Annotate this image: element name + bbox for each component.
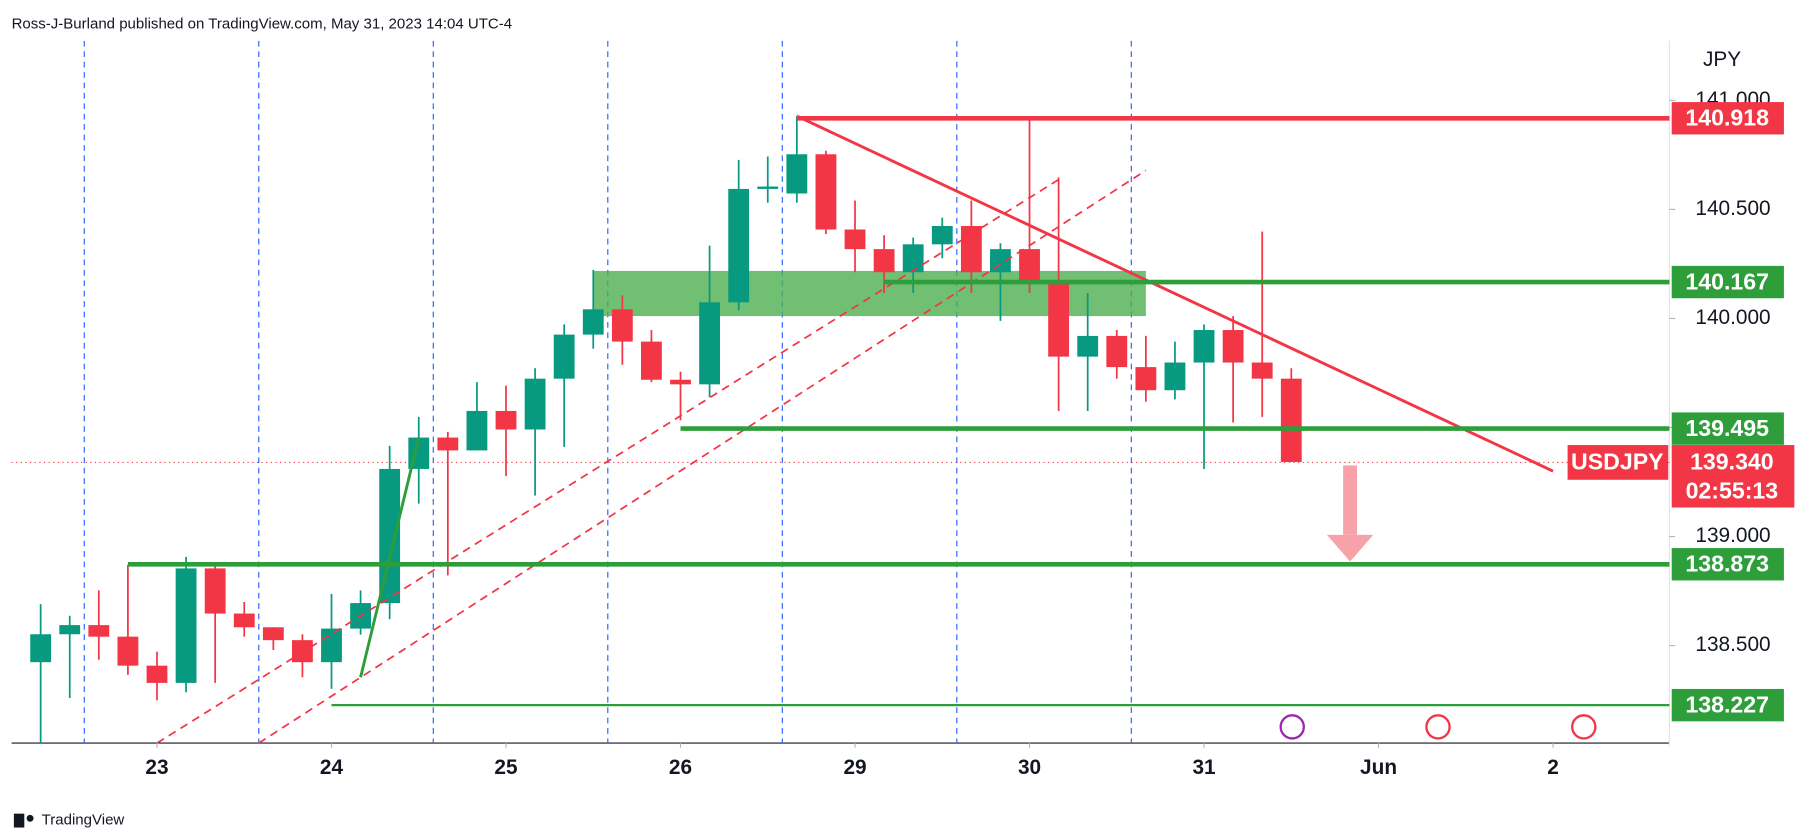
candle-body [1077, 335, 1099, 357]
candle-body [757, 186, 779, 189]
symbol-label: USDJPY [1571, 449, 1664, 475]
candle-body [204, 568, 226, 614]
level-label: 140.918 [1685, 105, 1769, 131]
candle-body [1280, 378, 1302, 462]
level-box [1671, 548, 1784, 581]
price-label: 139.340 [1690, 449, 1774, 475]
x-tick-label: 30 [1018, 756, 1041, 779]
level-label: 139.495 [1685, 415, 1769, 441]
candle-body [117, 636, 139, 666]
candle-body [611, 309, 633, 342]
candle-body [1193, 330, 1215, 363]
candle-body [30, 634, 52, 663]
y-tick-label: 138.500 [1695, 633, 1770, 656]
trendline [156, 178, 1060, 744]
level-label: 140.167 [1685, 268, 1769, 294]
x-tick-label: 26 [669, 756, 692, 779]
candle-body [931, 226, 953, 245]
y-tick-label: 139.000 [1695, 524, 1770, 547]
candle-body [437, 437, 459, 451]
candle-body [379, 468, 401, 604]
candle-body [960, 226, 982, 273]
candle-body [175, 568, 197, 683]
candle-body [262, 627, 284, 641]
candle-body [146, 665, 168, 683]
level-label: 138.227 [1685, 691, 1769, 717]
candle-body [990, 249, 1011, 273]
x-tick-label: 31 [1192, 756, 1215, 779]
plot [11, 40, 1670, 744]
candle-body [1164, 362, 1186, 391]
candle-body [1135, 367, 1157, 391]
logo [13, 813, 34, 828]
candle-body [728, 188, 750, 303]
candle-body [88, 625, 110, 637]
candle-body [466, 410, 488, 451]
candle-body [1106, 335, 1128, 368]
x-tick-label: 29 [843, 756, 866, 779]
x-tick-label: 23 [145, 756, 168, 779]
candle-body [59, 625, 81, 635]
background [0, 6, 1814, 830]
candle-body [844, 229, 866, 250]
candle-body [233, 613, 255, 628]
candle-body [873, 249, 895, 273]
trendline [258, 169, 1147, 744]
candle-body [524, 378, 546, 430]
countdown-label: 02:55:13 [1686, 478, 1779, 504]
x-tick-label: 2 [1547, 756, 1559, 779]
candle-body [292, 640, 313, 663]
candle-body [902, 244, 924, 273]
trendline [359, 437, 421, 678]
trendline [796, 114, 1554, 473]
event-icons [1279, 714, 1597, 740]
candle-body [815, 154, 837, 230]
x-tick-label: 24 [320, 756, 344, 779]
y-axis-title: JPY [1703, 48, 1741, 71]
level-box [1671, 265, 1784, 299]
header: Ross-J-Burland published on TradingView.… [12, 16, 513, 33]
candle-body [1251, 362, 1273, 379]
symbol-box [1567, 445, 1669, 480]
x-tick-label: 25 [494, 756, 517, 779]
footer-brand: TradingView [42, 812, 125, 829]
level-box [1671, 688, 1784, 722]
candle-body [1222, 330, 1244, 363]
level-box [1671, 412, 1784, 445]
candle-body [699, 302, 721, 385]
x-tick-label: Jun [1360, 756, 1397, 779]
candle-body [553, 334, 575, 379]
candle-body [641, 341, 662, 380]
candle-body [786, 154, 808, 194]
candle-body [1048, 281, 1070, 357]
price-box [1671, 445, 1795, 508]
candle-body [1019, 249, 1040, 282]
candle-body [670, 379, 691, 385]
candle-body [321, 628, 342, 663]
level-box [1671, 102, 1784, 135]
candle-body [582, 309, 604, 335]
y-tick-label: 140.500 [1695, 197, 1770, 220]
y-tick-label: 140.000 [1695, 306, 1770, 329]
down-arrow [1326, 465, 1374, 562]
level-label: 138.873 [1685, 551, 1769, 577]
candle-body [495, 410, 517, 430]
